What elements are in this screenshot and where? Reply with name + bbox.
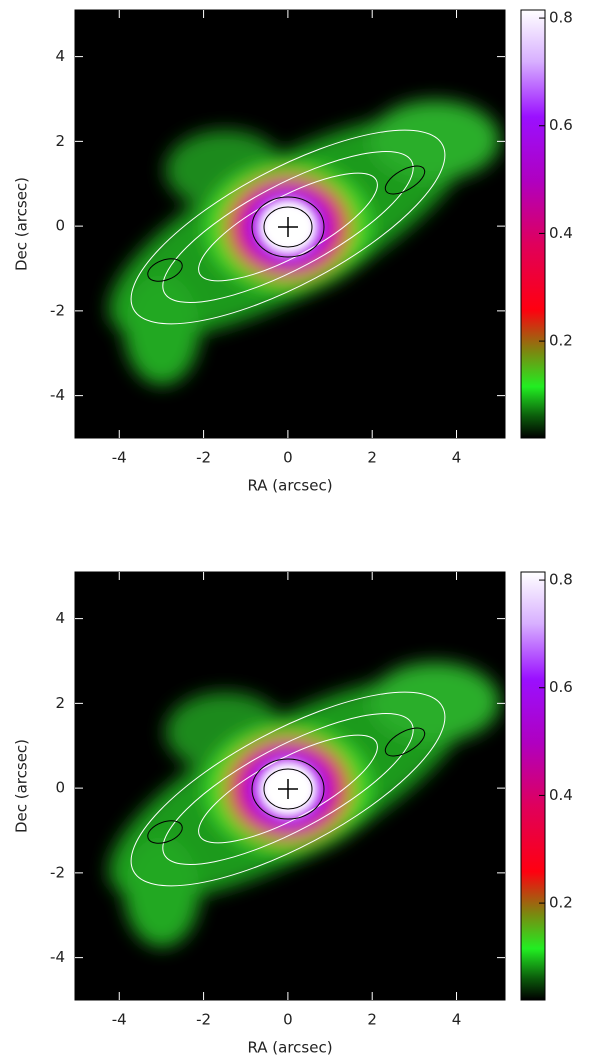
x-tick-label: 2 (367, 1011, 377, 1029)
colorbar-tick-label: 0.4 (549, 224, 573, 242)
y-tick-label: 4 (55, 609, 65, 627)
y-tick-label: 4 (55, 47, 65, 65)
colorbar (520, 571, 546, 1001)
image-panel (75, 572, 505, 1000)
x-tick-label: -2 (196, 449, 211, 467)
colorbar-tick-label: 0.2 (549, 894, 573, 912)
x-axis-label: RA (arcsec) (247, 1039, 332, 1055)
y-tick-label: -4 (50, 386, 65, 404)
x-tick-label: -4 (112, 1011, 127, 1029)
colorbar-tick-label: 0.2 (549, 332, 573, 350)
x-axis-label: RA (arcsec) (247, 477, 332, 495)
plot-frame (74, 571, 506, 1001)
x-tick-label: 2 (367, 449, 377, 467)
colorbar-tick-label: 0.8 (549, 571, 573, 589)
image-panel (75, 10, 505, 438)
y-axis-label: Dec (arcsec) (13, 177, 31, 271)
y-tick-label: 2 (55, 694, 65, 712)
x-tick-label: 4 (452, 449, 462, 467)
colorbar (520, 9, 546, 439)
y-axis-label: Dec (arcsec) (13, 739, 31, 833)
x-tick-label: -2 (196, 1011, 211, 1029)
colorbar-tick-label: 0.6 (549, 116, 573, 134)
y-tick-label: 2 (55, 132, 65, 150)
y-tick-label: 0 (55, 779, 65, 797)
plot-frame (74, 9, 506, 439)
y-tick-label: 0 (55, 217, 65, 235)
y-tick-label: -2 (50, 863, 65, 881)
colorbar-tick-label: 0.8 (549, 9, 573, 27)
x-tick-label: -4 (112, 449, 127, 467)
intensity-map (75, 572, 505, 1000)
x-tick-label: 4 (452, 1011, 462, 1029)
colorbar-tick-label: 0.6 (549, 678, 573, 696)
y-tick-label: -4 (50, 948, 65, 966)
x-tick-label: 0 (283, 449, 293, 467)
colorbar-tick-label: 0.4 (549, 786, 573, 804)
x-tick-label: 0 (283, 1011, 293, 1029)
y-tick-label: -2 (50, 301, 65, 319)
intensity-map (75, 10, 505, 438)
